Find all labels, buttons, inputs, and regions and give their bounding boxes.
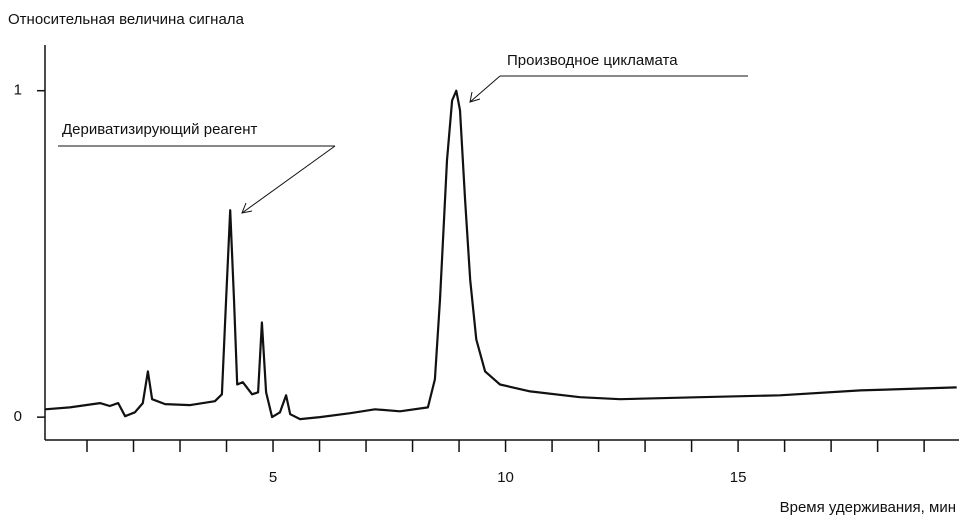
arrow-head: [241, 202, 253, 214]
annotation: Производное цикламата: [507, 52, 678, 69]
annotation-arrow: [241, 145, 336, 214]
arrow-head: [469, 91, 481, 103]
x-tick-label: 15: [730, 469, 747, 486]
y-tick-label: 1: [14, 82, 22, 99]
x-tick-label: 10: [497, 469, 514, 486]
y-tick-label: 0: [14, 408, 22, 425]
annotation: Дериватизирующий реагент: [62, 121, 258, 138]
x-tick-label: 5: [269, 469, 277, 486]
signal-line: [45, 89, 957, 421]
y-axis-label: Относительная величина сигнала: [8, 11, 245, 28]
x-axis-label: Время удерживания, мин: [780, 499, 956, 516]
annotation-arrow: [469, 75, 501, 103]
